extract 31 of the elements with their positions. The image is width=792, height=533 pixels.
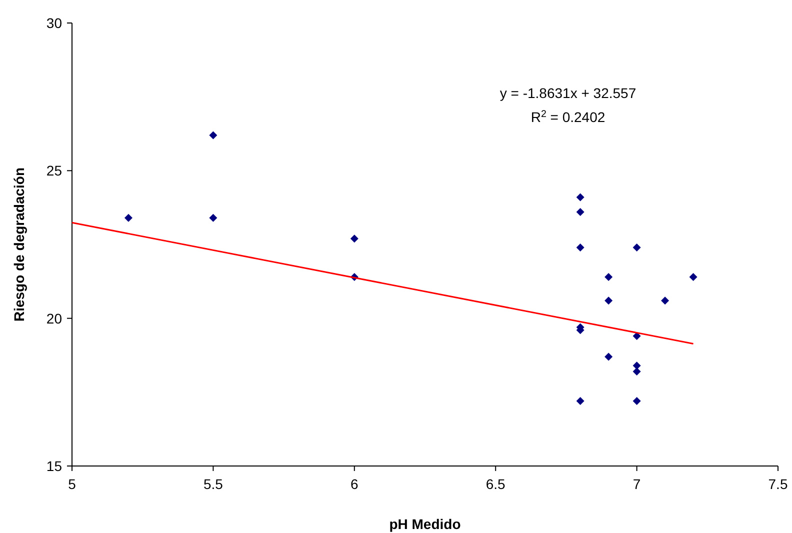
y-axis-title: Riesgo de degradación [11, 167, 27, 322]
x-axis-title: pH Medido [389, 516, 461, 532]
point [576, 193, 584, 202]
point [209, 131, 218, 140]
x-tick-label: 6 [350, 476, 358, 492]
y-tick-label: 15 [46, 458, 62, 474]
y-tick-label: 30 [46, 15, 62, 31]
point [632, 332, 641, 340]
point [632, 243, 641, 252]
point [209, 214, 218, 222]
point [576, 397, 584, 406]
x-tick-label: 6.5 [486, 476, 506, 492]
point [604, 296, 613, 305]
x-tick-label: 5 [68, 476, 76, 492]
y-tick-label: 25 [46, 162, 62, 179]
point [632, 397, 641, 406]
point [661, 296, 670, 305]
point [604, 272, 613, 281]
point [576, 243, 584, 252]
annotation: R$^{2}$ = 0.2402 [530, 108, 606, 125]
point [689, 272, 698, 281]
point [124, 214, 132, 222]
point [632, 362, 641, 370]
point [350, 234, 358, 243]
x-tick-label: 7.5 [768, 476, 788, 492]
y-tick-label: 20 [46, 310, 62, 326]
x-tick-label: 7 [632, 476, 641, 492]
point [604, 352, 613, 361]
annotation: y = -1.8631x + 32.557 [500, 85, 636, 101]
point [576, 208, 584, 216]
x-tick-label: 5.5 [203, 476, 224, 492]
